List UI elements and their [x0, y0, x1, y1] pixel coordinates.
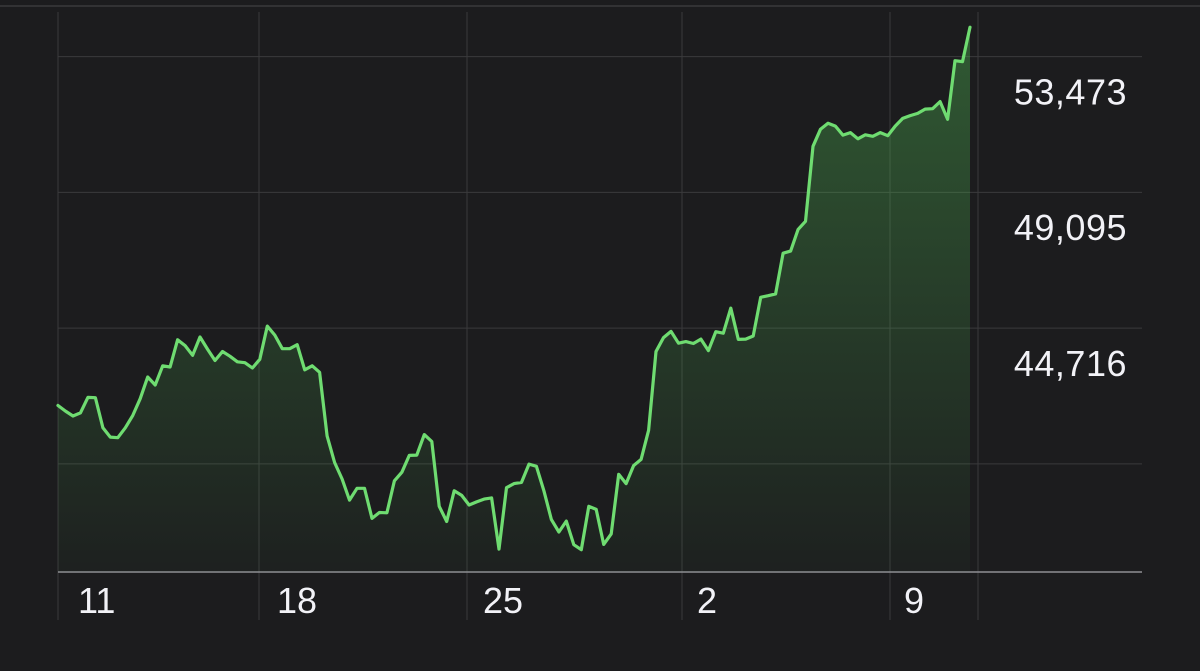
x-tick-label: 18 — [277, 580, 317, 621]
x-tick-label: 2 — [697, 580, 717, 621]
y-tick-label: 53,473 — [1014, 71, 1127, 112]
y-tick-label: 49,095 — [1014, 207, 1127, 248]
line-layer — [56, 25, 972, 552]
x-tick-label: 11 — [78, 580, 115, 621]
x-tick-label: 25 — [483, 580, 523, 621]
y-tick-label: 44,716 — [1014, 343, 1127, 384]
area-layer — [58, 27, 970, 572]
price-area — [58, 27, 970, 572]
x-tick-label: 9 — [904, 580, 924, 621]
x-axis-labels: 11 18 25 2 9 — [78, 580, 924, 621]
price-line — [56, 25, 972, 552]
